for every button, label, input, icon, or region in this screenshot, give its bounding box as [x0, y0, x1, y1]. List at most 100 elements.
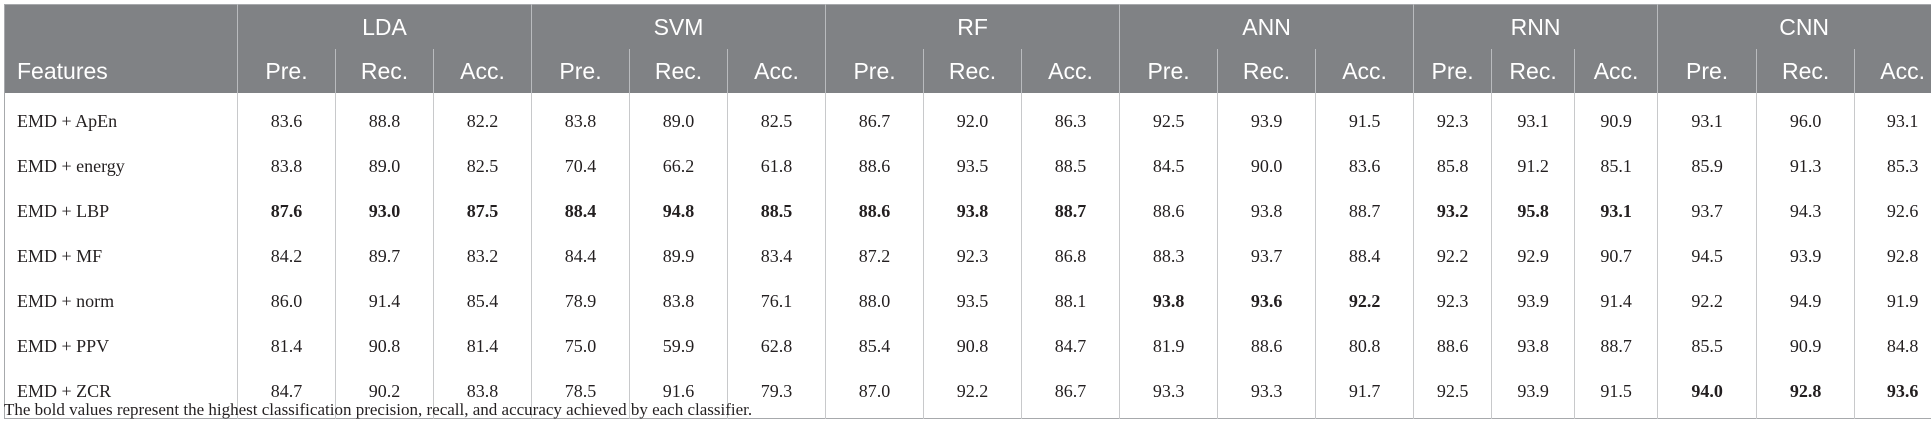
- value-cell: 88.1: [1021, 279, 1120, 324]
- classifier-header-lda: LDA: [237, 4, 532, 49]
- header-corner: [4, 4, 238, 49]
- value-cell: 91.4: [1574, 279, 1658, 324]
- table-body: EMD + ApEn 83.6 88.8 82.2 83.8 89.0 82.5 86.7 92…: [5, 93, 1931, 419]
- value-cell: 88.7: [1021, 189, 1120, 234]
- value-cell: 59.9: [629, 324, 728, 369]
- classifier-header-row: LDA SVM RF ANN RNN CNN: [4, 4, 1931, 49]
- value-cell: 86.3: [1021, 93, 1120, 144]
- value-cell: 88.7: [1315, 189, 1414, 234]
- value-cell: 70.4: [531, 144, 630, 189]
- value-cell: 90.9: [1574, 93, 1658, 144]
- value-cell: 91.5: [1574, 369, 1658, 419]
- value-cell: 93.1: [1854, 93, 1931, 144]
- value-cell: 83.6: [237, 93, 336, 144]
- metric-header-cnn-pre: Pre.: [1657, 49, 1757, 93]
- value-cell: 85.9: [1657, 144, 1757, 189]
- value-cell: 91.7: [1315, 369, 1414, 419]
- metric-header-svm-pre: Pre.: [531, 49, 630, 93]
- value-cell: 93.3: [1217, 369, 1316, 419]
- table-header: LDA SVM RF ANN RNN CNN Features Pre. Rec. Acc. P…: [4, 4, 1931, 93]
- value-cell: 92.8: [1756, 369, 1855, 419]
- value-cell: 87.0: [825, 369, 924, 419]
- value-cell: 88.5: [1021, 144, 1120, 189]
- value-cell: 85.4: [433, 279, 532, 324]
- metric-header-cnn-acc: Acc.: [1854, 49, 1931, 93]
- value-cell: 93.8: [1217, 189, 1316, 234]
- value-cell: 86.7: [825, 93, 924, 144]
- value-cell: 88.6: [1413, 324, 1492, 369]
- value-cell: 91.5: [1315, 93, 1414, 144]
- value-cell: 81.4: [237, 324, 336, 369]
- value-cell: 88.5: [726, 189, 826, 234]
- value-cell: 91.9: [1854, 279, 1931, 324]
- value-cell: 93.7: [1217, 234, 1316, 279]
- value-cell: 62.8: [726, 324, 826, 369]
- value-cell: 86.7: [1021, 369, 1120, 419]
- value-cell: 84.8: [1854, 324, 1931, 369]
- value-cell: 95.8: [1491, 189, 1575, 234]
- feature-cell: EMD + energy: [17, 156, 125, 176]
- value-cell: 82.2: [433, 93, 532, 144]
- value-cell: 93.9: [1491, 279, 1575, 324]
- value-cell: 90.2: [335, 369, 434, 419]
- value-cell: 91.4: [335, 279, 434, 324]
- value-cell: 93.2: [1413, 189, 1492, 234]
- value-cell: 83.8: [433, 369, 532, 419]
- value-cell: 88.6: [825, 144, 924, 189]
- value-cell: 90.8: [923, 324, 1022, 369]
- table-row: EMD + ZCR 84.7 90.2 83.8 78.5 91.6 79.3 87.0 92.…: [5, 369, 1931, 419]
- feature-cell: EMD + norm: [17, 291, 115, 311]
- value-cell: 78.5: [531, 369, 630, 419]
- value-cell: 88.4: [1315, 234, 1414, 279]
- value-cell: 92.2: [1657, 279, 1757, 324]
- value-cell: 93.8: [923, 189, 1022, 234]
- value-cell: 86.8: [1021, 234, 1120, 279]
- value-cell: 94.5: [1657, 234, 1757, 279]
- value-cell: 93.5: [923, 144, 1022, 189]
- table-footnote: The bold values represent the highest cl…: [4, 400, 753, 419]
- metric-header-rnn-pre: Pre.: [1413, 49, 1492, 93]
- metric-header-lda-pre: Pre.: [237, 49, 336, 93]
- classifier-header-rnn: RNN: [1413, 4, 1658, 49]
- value-cell: 93.8: [1119, 279, 1218, 324]
- metric-header-rf-pre: Pre.: [825, 49, 924, 93]
- table-row: EMD + LBP 87.6 93.0 87.5 88.4 94.8 88.5 88.6 93.…: [5, 189, 1931, 234]
- value-cell: 85.3: [1854, 144, 1931, 189]
- results-table: LDA SVM RF ANN RNN CNN Features Pre. Rec. Acc. P…: [4, 4, 1931, 419]
- value-cell: 88.6: [1217, 324, 1316, 369]
- table-row: EMD + MF 84.2 89.7 83.2 84.4 89.9 83.4 87.2 92.3…: [5, 234, 1931, 279]
- value-cell: 66.2: [629, 144, 728, 189]
- value-cell: 92.5: [1413, 369, 1492, 419]
- value-cell: 92.5: [1119, 93, 1218, 144]
- value-cell: 92.0: [923, 93, 1022, 144]
- feature-cell: EMD + ZCR: [17, 381, 112, 401]
- metric-header-rf-rec: Rec.: [923, 49, 1022, 93]
- value-cell: 79.3: [726, 369, 826, 419]
- value-cell: 90.8: [335, 324, 434, 369]
- value-cell: 87.6: [237, 189, 336, 234]
- value-cell: 83.2: [433, 234, 532, 279]
- metric-header-svm-rec: Rec.: [629, 49, 728, 93]
- feature-cell: EMD + PPV: [17, 336, 110, 356]
- table-row: EMD + norm 86.0 91.4 85.4 78.9 83.8 76.1 88.0 93…: [5, 279, 1931, 324]
- value-cell: 88.7: [1574, 324, 1658, 369]
- value-cell: 84.7: [237, 369, 336, 419]
- metric-header-rnn-rec: Rec.: [1491, 49, 1575, 93]
- value-cell: 93.9: [1217, 93, 1316, 144]
- value-cell: 93.1: [1574, 189, 1658, 234]
- feature-cell: EMD + LBP: [17, 201, 110, 221]
- value-cell: 93.9: [1491, 369, 1575, 419]
- value-cell: 90.0: [1217, 144, 1316, 189]
- value-cell: 91.2: [1491, 144, 1575, 189]
- value-cell: 92.8: [1854, 234, 1931, 279]
- value-cell: 89.0: [629, 93, 728, 144]
- value-cell: 92.2: [1413, 234, 1492, 279]
- metric-header-cnn-rec: Rec.: [1756, 49, 1855, 93]
- value-cell: 80.8: [1315, 324, 1414, 369]
- value-cell: 87.5: [433, 189, 532, 234]
- metric-header-rnn-acc: Acc.: [1574, 49, 1658, 93]
- value-cell: 93.1: [1657, 93, 1757, 144]
- value-cell: 83.8: [629, 279, 728, 324]
- value-cell: 94.3: [1756, 189, 1855, 234]
- value-cell: 84.7: [1021, 324, 1120, 369]
